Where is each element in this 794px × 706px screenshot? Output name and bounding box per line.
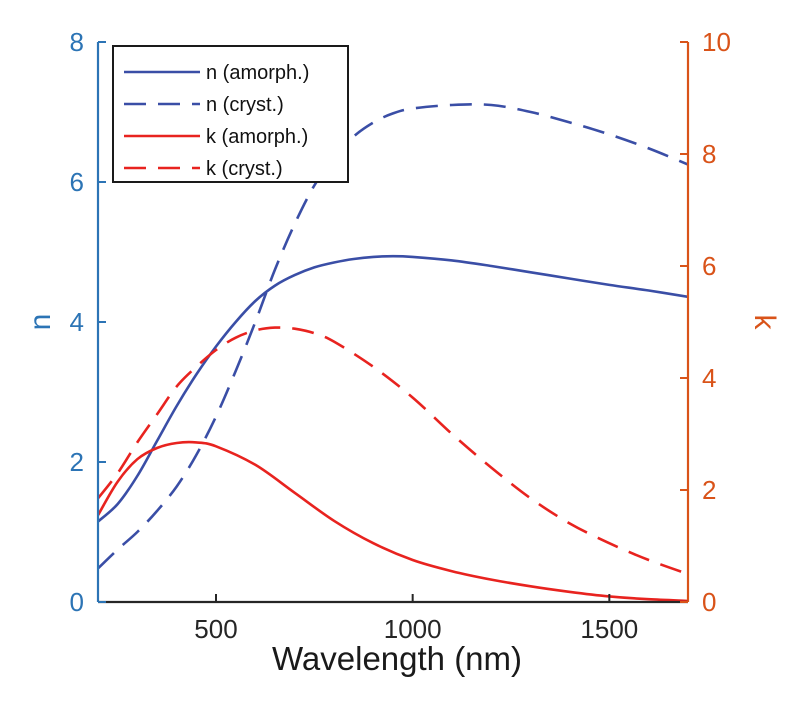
left-tick-label: 8: [70, 27, 84, 57]
legend-label: n (amorph.): [206, 62, 309, 84]
legend-label: n (cryst.): [206, 94, 284, 116]
x-tick-label: 1500: [580, 614, 638, 644]
right-tick-label: 10: [702, 27, 731, 57]
legend-label: k (amorph.): [206, 126, 308, 148]
right-tick-label: 6: [702, 251, 716, 281]
right-y-axis-label: k: [748, 315, 781, 331]
series-layer: [98, 103, 688, 602]
legend-label: k (cryst.): [206, 158, 283, 180]
legend-box: [112, 45, 349, 183]
left-tick-label: 6: [70, 167, 84, 197]
left-tick-label: 4: [70, 307, 84, 337]
x-tick-label: 1000: [384, 614, 442, 644]
series-line-4: [98, 326, 688, 576]
series-line-1: [98, 254, 688, 523]
right-tick-label: 8: [702, 139, 716, 169]
right-tick-label: 2: [702, 475, 716, 505]
x-axis-label: Wavelength (nm): [272, 640, 522, 677]
ticks-layer: 0 2 4 6 8 0 2 4 6 8 10 500 1000 1500: [70, 27, 731, 644]
x-tick-label: 500: [194, 614, 237, 644]
left-tick-label: 0: [70, 587, 84, 617]
legend: n (amorph.) n (cryst.) k (amorph.) k (cryst…: [112, 45, 349, 183]
right-tick-label: 4: [702, 363, 716, 393]
right-tick-label: 0: [702, 587, 716, 617]
series-line-3: [98, 440, 688, 602]
left-tick-label: 2: [70, 447, 84, 477]
left-y-axis-label: n: [24, 314, 57, 331]
